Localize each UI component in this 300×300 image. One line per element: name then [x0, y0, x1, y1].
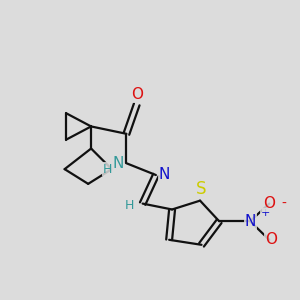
Text: +: + — [260, 208, 270, 218]
Text: N: N — [159, 167, 170, 182]
Text: O: O — [263, 196, 275, 211]
Text: H: H — [103, 163, 112, 176]
Text: O: O — [131, 87, 143, 102]
Text: -: - — [281, 196, 286, 211]
Text: H: H — [124, 200, 134, 212]
Text: N: N — [112, 156, 124, 171]
Text: O: O — [265, 232, 277, 247]
Text: N: N — [244, 214, 256, 229]
Text: S: S — [196, 180, 207, 198]
